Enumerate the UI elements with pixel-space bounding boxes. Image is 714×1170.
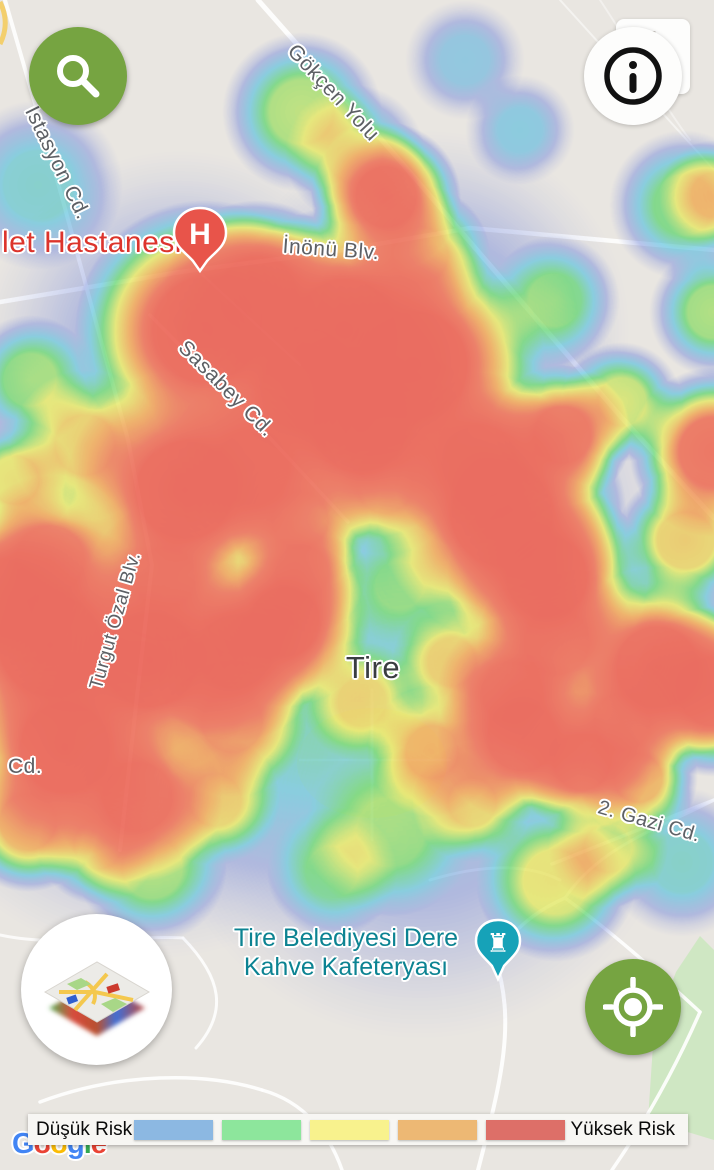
hospital-pin-letter: H — [189, 218, 211, 251]
info-icon — [604, 47, 662, 105]
legend-swatch — [398, 1119, 477, 1140]
kafeterya-pin[interactable]: ♜ — [473, 918, 523, 982]
my-location-button[interactable] — [585, 959, 681, 1055]
search-button[interactable] — [29, 27, 127, 125]
rook-icon: ♜ — [486, 929, 509, 959]
legend-high-label: Yüksek Risk — [570, 1118, 675, 1140]
poi-label-devlet-hastanesi: let Hastanesi — [2, 226, 182, 259]
info-button[interactable] — [584, 27, 682, 125]
legend-swatch — [134, 1119, 213, 1140]
legend-swatch — [222, 1119, 301, 1140]
search-icon — [57, 55, 100, 98]
layers-icon — [43, 960, 150, 1036]
road-label-cd: Cd. — [8, 755, 43, 778]
hospital-pin[interactable]: H — [171, 206, 229, 274]
park-area — [648, 936, 714, 1140]
risk-legend: Düşük Risk Yüksek Risk — [28, 1114, 688, 1145]
city-label-tire: Tire — [345, 650, 401, 685]
my-location-icon — [603, 977, 663, 1037]
legend-swatches — [134, 1119, 565, 1140]
legend-low-label: Düşük Risk — [36, 1118, 133, 1140]
layers-button[interactable] — [21, 914, 172, 1065]
yellow-road-stub — [0, 0, 8, 46]
legend-swatch — [486, 1119, 565, 1140]
legend-swatch — [310, 1119, 389, 1140]
